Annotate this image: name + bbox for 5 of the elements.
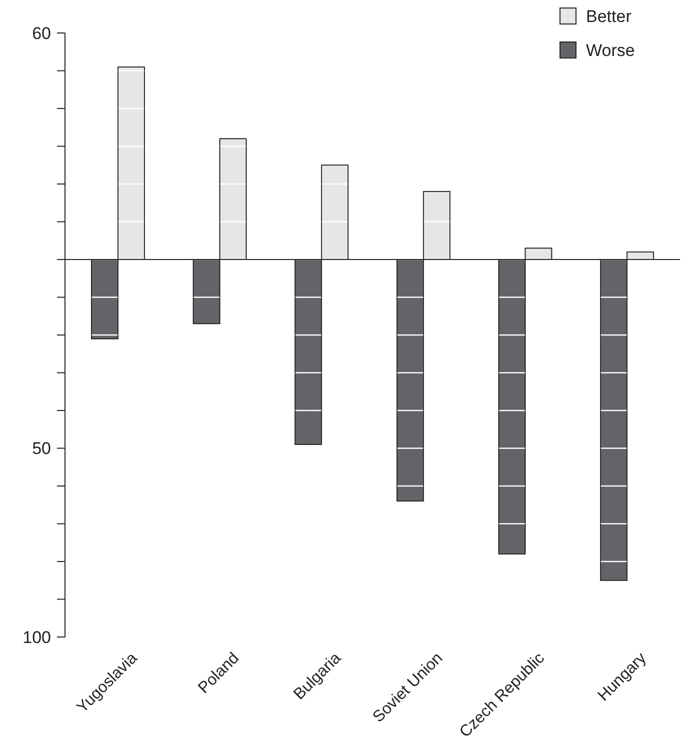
legend-label: Better <box>586 6 632 26</box>
y-tick-label: 100 <box>22 628 51 647</box>
y-tick-label: 50 <box>32 439 51 458</box>
legend-label: Worse <box>586 40 635 60</box>
y-tick-label: 60 <box>32 24 51 43</box>
